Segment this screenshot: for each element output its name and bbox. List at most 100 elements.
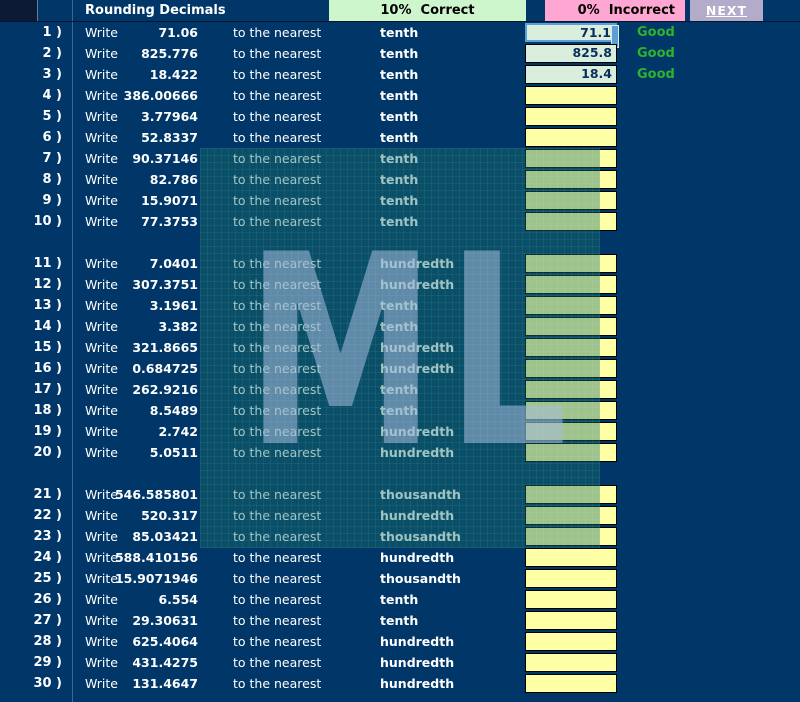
feedback-good: Good [637, 67, 675, 82]
answer-input[interactable] [525, 401, 617, 420]
write-label: Write [85, 445, 119, 460]
place-label: hundredth [380, 445, 455, 460]
answer-input[interactable] [525, 107, 617, 126]
answer-input[interactable] [525, 359, 617, 378]
answer-input[interactable] [525, 338, 617, 357]
answer-input[interactable] [525, 149, 617, 168]
answer-input[interactable] [525, 212, 617, 231]
nearest-label: to the nearest [233, 172, 322, 187]
nearest-label: to the nearest [233, 277, 322, 292]
problem-row: 28 ) Write 625.4064 to the nearest hundredth [0, 631, 800, 652]
answer-input[interactable] [525, 443, 617, 462]
write-label: Write [85, 508, 119, 523]
problem-value: 131.4647 [132, 676, 198, 691]
problem-value: 82.786 [149, 172, 198, 187]
write-label: Write [85, 550, 119, 565]
answer-input[interactable] [525, 548, 617, 567]
nearest-label: to the nearest [233, 109, 322, 124]
problem-row: 10 ) Write 77.3753 to the nearest tenth [0, 211, 800, 232]
answer-input[interactable] [525, 485, 617, 504]
problem-row: 25 ) Write 15.9071946 to the nearest thousan… [0, 568, 800, 589]
write-label: Write [85, 67, 119, 82]
answer-input[interactable] [525, 191, 617, 210]
problem-number: 29 ) [33, 655, 62, 670]
problem-value: 18.422 [149, 67, 198, 82]
write-label: Write [85, 277, 119, 292]
place-label: tenth [380, 319, 419, 334]
place-label: hundredth [380, 508, 455, 523]
problem-row: 6 ) Write 52.8337 to the nearest tenth [0, 127, 800, 148]
answer-input[interactable] [525, 317, 617, 336]
write-label: Write [85, 25, 119, 40]
answer-input[interactable] [525, 380, 617, 399]
problem-number: 28 ) [33, 634, 62, 649]
answer-input[interactable]: 18.4 [525, 65, 617, 84]
answer-input[interactable] [525, 653, 617, 672]
answer-input[interactable] [525, 569, 617, 588]
page-title: Rounding Decimals [85, 3, 226, 18]
problem-row: 2 ) Write 825.776 to the nearest tenth 825.8 G… [0, 43, 800, 64]
nearest-label: to the nearest [233, 214, 322, 229]
answer-input[interactable] [525, 254, 617, 273]
answer-input[interactable] [525, 590, 617, 609]
place-label: hundredth [380, 655, 455, 670]
problem-number: 14 ) [33, 319, 62, 334]
problem-number: 2 ) [42, 46, 62, 61]
problem-value: 321.8665 [132, 340, 198, 355]
problem-number: 3 ) [42, 67, 62, 82]
write-label: Write [85, 319, 119, 334]
answer-input[interactable] [525, 527, 617, 546]
place-label: tenth [380, 25, 419, 40]
problem-row: 29 ) Write 431.4275 to the nearest hundredth [0, 652, 800, 673]
problem-value: 85.03421 [132, 529, 198, 544]
problem-row: 12 ) Write 307.3751 to the nearest hundredth [0, 274, 800, 295]
nearest-label: to the nearest [233, 361, 322, 376]
answer-input[interactable] [525, 422, 617, 441]
problem-row: 26 ) Write 6.554 to the nearest tenth [0, 589, 800, 610]
write-label: Write [85, 361, 119, 376]
problem-value: 0.684725 [132, 361, 198, 376]
problem-row: 18 ) Write 8.5489 to the nearest tenth [0, 400, 800, 421]
place-label: tenth [380, 46, 419, 61]
problem-row: 24 ) Write 588.410156 to the nearest hundred… [0, 547, 800, 568]
problem-value: 307.3751 [132, 277, 198, 292]
place-label: thousandth [380, 529, 461, 544]
nearest-label: to the nearest [233, 529, 322, 544]
problem-value: 8.5489 [149, 403, 198, 418]
place-label: hundredth [380, 550, 455, 565]
problem-number: 22 ) [33, 508, 62, 523]
problem-row: 9 ) Write 15.9071 to the nearest tenth [0, 190, 800, 211]
problem-value: 3.1961 [149, 298, 198, 313]
problem-row: 7 ) Write 90.37146 to the nearest tenth [0, 148, 800, 169]
header-bar: Rounding Decimals 10% Correct 0% Incorre… [0, 0, 800, 22]
answer-input[interactable] [525, 611, 617, 630]
problem-value: 71.06 [158, 25, 198, 40]
answer-input[interactable] [525, 632, 617, 651]
answer-input[interactable]: 825.8 [525, 44, 617, 63]
answer-input[interactable] [525, 506, 617, 525]
next-button[interactable]: NEXT [690, 0, 763, 21]
nearest-label: to the nearest [233, 298, 322, 313]
problem-row: 17 ) Write 262.9216 to the nearest tenth [0, 379, 800, 400]
corner-cell [0, 0, 38, 21]
answer-input[interactable] [525, 86, 617, 105]
answer-input[interactable]: 71.1 [525, 23, 619, 48]
write-label: Write [85, 571, 119, 586]
problem-value: 5.0511 [149, 445, 198, 460]
answer-input[interactable] [525, 275, 617, 294]
nearest-label: to the nearest [233, 130, 322, 145]
problem-row: 22 ) Write 520.317 to the nearest hundredth [0, 505, 800, 526]
answer-input[interactable] [525, 128, 617, 147]
nearest-label: to the nearest [233, 445, 322, 460]
problem-number: 5 ) [42, 109, 62, 124]
answer-input[interactable] [525, 674, 617, 693]
nearest-label: to the nearest [233, 508, 322, 523]
problem-value: 29.30631 [132, 613, 198, 628]
answer-input[interactable] [525, 296, 617, 315]
problem-number: 9 ) [42, 193, 62, 208]
answer-input[interactable] [525, 170, 617, 189]
write-label: Write [85, 88, 119, 103]
problem-value: 7.0401 [149, 256, 198, 271]
problem-number: 7 ) [42, 151, 62, 166]
problem-value: 546.585801 [114, 487, 198, 502]
